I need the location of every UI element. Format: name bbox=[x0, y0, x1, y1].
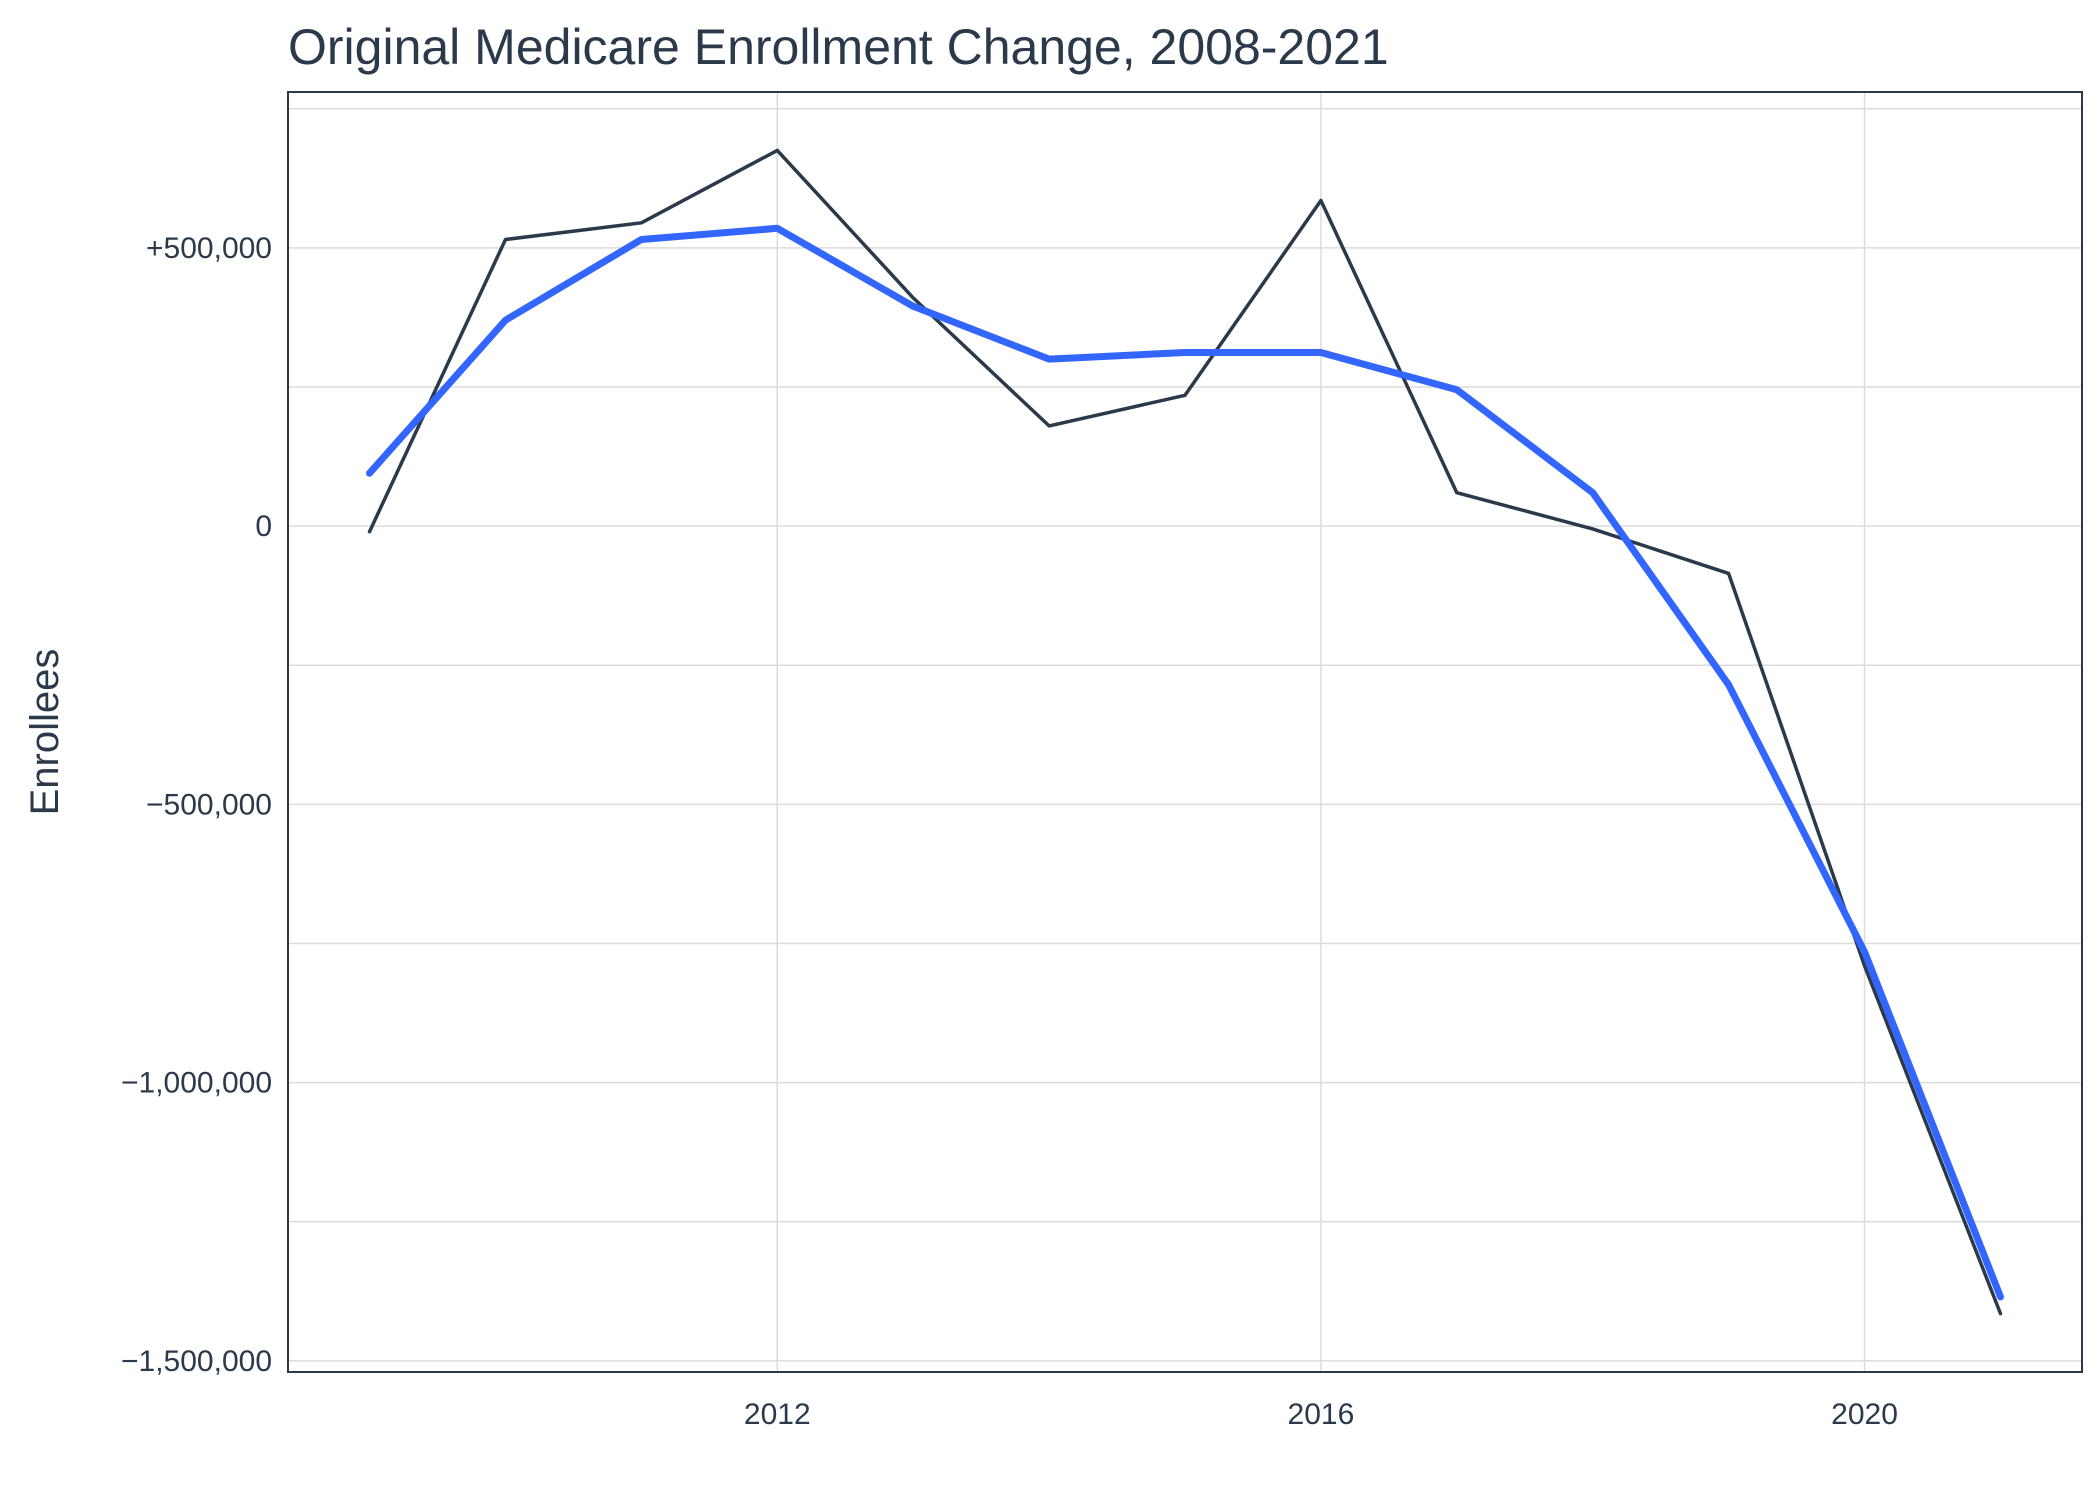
y-tick-label: −1,500,000 bbox=[121, 1345, 272, 1378]
chart-title: Original Medicare Enrollment Change, 200… bbox=[288, 19, 1389, 75]
y-tick-label: +500,000 bbox=[146, 232, 272, 265]
y-tick-label: −1,000,000 bbox=[121, 1067, 272, 1100]
x-axis-ticks: 2012 2016 2020 bbox=[744, 1398, 1898, 1431]
series-line-actual bbox=[367, 148, 2003, 1316]
y-tick-label: 0 bbox=[255, 510, 272, 543]
x-tick-label: 2016 bbox=[1288, 1398, 1355, 1431]
y-axis-ticks: +500,000 0 −500,000 −1,000,000 −1,500,000 bbox=[121, 232, 272, 1378]
x-tick-label: 2012 bbox=[744, 1398, 811, 1431]
plot-frame bbox=[287, 91, 2083, 1373]
x-tick-label: 2020 bbox=[1831, 1398, 1898, 1431]
y-tick-label: −500,000 bbox=[146, 788, 272, 821]
series-lines bbox=[366, 148, 2004, 1316]
series-line-smoothed bbox=[366, 224, 2004, 1301]
grid-lines bbox=[288, 92, 2082, 1372]
y-axis-title: Enrollees bbox=[23, 649, 67, 816]
